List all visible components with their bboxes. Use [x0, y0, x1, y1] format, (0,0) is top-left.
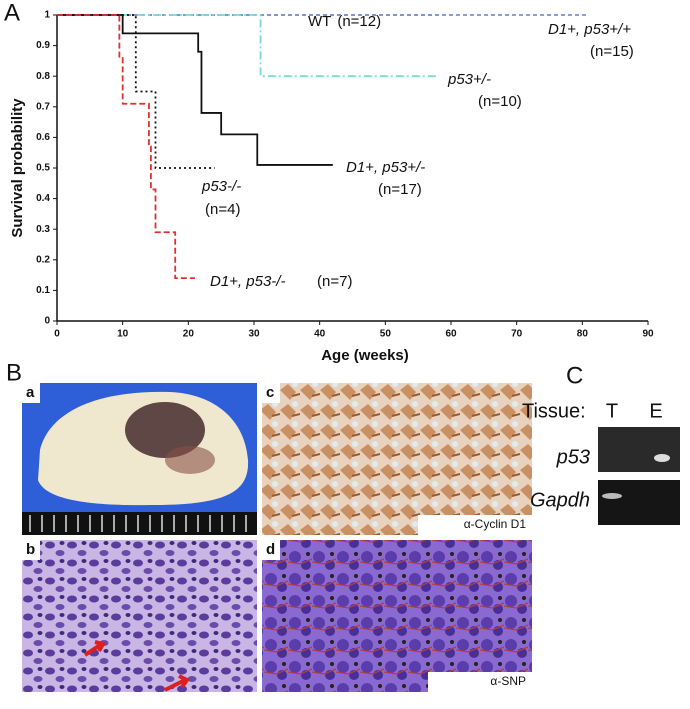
y-tick-label: 0.4 [36, 193, 50, 204]
x-tick-label: 80 [577, 329, 589, 340]
x-axis-label: Age (weeks) [321, 347, 409, 364]
x-tick-label: 0 [54, 329, 60, 340]
x-tick-label: 70 [511, 329, 523, 340]
series-label: WT (n=12) [308, 13, 381, 30]
image-label: b [26, 541, 35, 558]
x-tick-label: 40 [314, 329, 326, 340]
image-c [262, 383, 532, 535]
y-tick-label: 0.2 [36, 254, 50, 265]
x-tick-label: 90 [642, 329, 654, 340]
y-axis-label: Survival probability [9, 98, 26, 238]
y-tick-label: 0.5 [36, 163, 50, 174]
series-name: D1+, p53+/+ [548, 21, 631, 38]
panel-label: C [566, 362, 583, 389]
x-tick-label: 60 [445, 329, 457, 340]
series-n: (n=10) [478, 93, 522, 110]
image-d [262, 540, 532, 692]
survival-curve [57, 14, 195, 280]
gene-label: Gapdh [530, 489, 590, 511]
y-tick-label: 0.7 [36, 101, 50, 112]
gel [598, 427, 680, 525]
tissue-label: Tissue: [522, 400, 586, 422]
lane-label: E [649, 400, 662, 422]
image-label: c [266, 384, 274, 401]
image-caption: α-SNP [490, 674, 526, 688]
y-tick-label: 0.3 [36, 224, 50, 235]
image-a [22, 383, 257, 535]
series-name: WT [308, 13, 331, 30]
x-tick-label: 10 [117, 329, 129, 340]
y-tick-label: 1 [44, 10, 50, 21]
lane-label: T [606, 400, 618, 422]
gene-label: p53 [556, 446, 590, 468]
series-n: (n=17) [378, 181, 422, 198]
image-b [22, 540, 257, 692]
series-name: p53+/- [447, 71, 491, 88]
y-tick-label: 0 [44, 316, 50, 327]
image-label: a [26, 384, 35, 401]
x-tick-label: 30 [248, 329, 260, 340]
panel-label: B [6, 359, 22, 386]
series-n: (n=15) [590, 43, 634, 60]
y-tick-label: 0.6 [36, 132, 50, 143]
panel-label: A [4, 0, 20, 26]
series-n: (n=4) [205, 201, 240, 218]
series-name: D1+, p53+/- [346, 159, 425, 176]
series-n: (n=12) [337, 13, 381, 30]
x-tick-label: 20 [183, 329, 195, 340]
y-tick-label: 0.1 [36, 285, 50, 296]
x-tick-label: 50 [380, 329, 392, 340]
y-tick-label: 0.9 [36, 40, 50, 51]
series-n: (n=7) [317, 273, 352, 290]
survival-curve [57, 14, 438, 78]
image-label: d [266, 541, 275, 558]
series-name: p53-/- [201, 178, 241, 195]
survival-curve [57, 14, 333, 166]
image-caption: α-Cyclin D1 [464, 517, 527, 531]
survival-curve [57, 14, 215, 169]
y-tick-label: 0.8 [36, 71, 50, 82]
plot: 00.10.20.30.40.50.60.70.80.910 10 20 30 40 50… [36, 10, 654, 340]
series-name: D1+, p53-/- [210, 273, 285, 290]
